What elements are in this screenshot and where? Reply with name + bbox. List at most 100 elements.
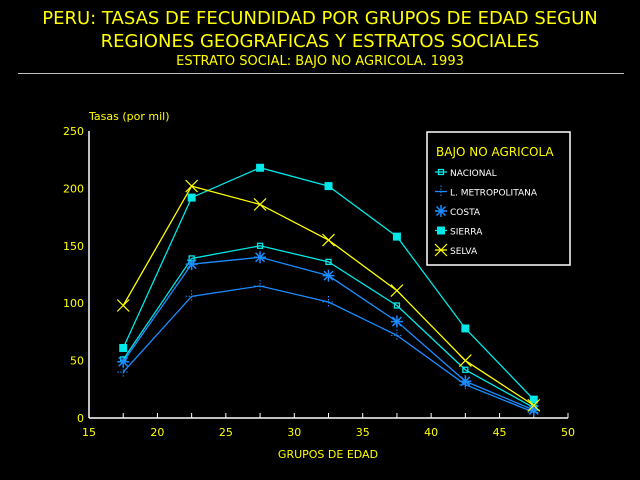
- series-sierra: [119, 163, 538, 404]
- marker-plus: [185, 290, 198, 303]
- y-tick-label: 0: [77, 412, 84, 425]
- marker-filled-square: [187, 193, 196, 202]
- marker-filled-square: [437, 226, 445, 235]
- x-tick-label: 35: [356, 426, 370, 439]
- legend-item-costa: COSTA: [435, 205, 481, 218]
- marker-open-square: [462, 366, 469, 373]
- marker-shape: [324, 182, 333, 191]
- marker-shape: [322, 233, 335, 247]
- marker-shape: [460, 376, 471, 387]
- series-costa: [117, 251, 540, 416]
- marker-shape: [185, 179, 199, 193]
- marker-star: [254, 251, 267, 264]
- marker-shape: [392, 232, 401, 241]
- legend-title: BAJO NO AGRICOLA: [436, 145, 554, 159]
- marker-star: [117, 355, 130, 368]
- x-tick-label: 45: [493, 426, 507, 439]
- marker-shape: [256, 163, 265, 172]
- legend-label: NACIONAL: [450, 169, 497, 179]
- x-axis-label: GRUPOS DE EDAD: [278, 448, 378, 461]
- marker-shape: [527, 398, 541, 412]
- marker-filled-square: [461, 324, 470, 333]
- title-divider: [18, 73, 624, 74]
- legend: BAJO NO AGRICOLA NACIONAL L. METROPOLITAN…: [426, 131, 571, 266]
- series-l-metropolitana: [117, 279, 540, 419]
- y-tick-label: 100: [63, 297, 84, 310]
- marker-plus: [254, 279, 267, 292]
- marker-open-square: [325, 258, 332, 266]
- marker-shape: [187, 193, 196, 202]
- legend-label: L. METROPOLITANA: [450, 189, 538, 199]
- marker-x: [116, 299, 130, 312]
- chart-subtitle: ESTRATO SOCIAL: BAJO NO AGRICOLA. 1993: [176, 54, 464, 69]
- chart-title-line2: REGIONES GEOGRAFICAS Y ESTRATOS SOCIALES: [100, 31, 540, 52]
- marker-filled-square: [324, 182, 333, 191]
- marker-plus: [390, 329, 403, 342]
- y-tick-label: 50: [70, 355, 84, 368]
- marker-open-square: [393, 302, 401, 309]
- legend-item-sierra: SIERRA: [435, 226, 483, 238]
- marker-x: [527, 398, 541, 412]
- x-tick-label: 25: [219, 426, 233, 439]
- chart-title: PERU: TASAS DE FECUNDIDAD POR GRUPOS DE …: [42, 8, 598, 29]
- marker-shape: [256, 242, 264, 249]
- marker-x: [434, 243, 448, 257]
- y-tick-label: 200: [63, 182, 84, 195]
- marker-shape: [390, 284, 404, 297]
- marker-star: [390, 315, 403, 328]
- y-axis-label: Tasas (por mil): [88, 110, 169, 123]
- marker-plus: [117, 366, 130, 379]
- marker-star: [435, 205, 447, 217]
- marker-shape: [325, 258, 332, 266]
- marker-shape: [253, 198, 267, 211]
- marker-filled-square: [529, 395, 538, 404]
- series-line-l-metropolitana: [122, 285, 535, 413]
- legend-item-nacional: NACIONAL: [435, 168, 497, 179]
- marker-x: [458, 354, 472, 368]
- marker-shape: [528, 404, 539, 415]
- series-selva: [116, 179, 541, 412]
- marker-shape: [323, 270, 334, 281]
- marker-shape: [437, 226, 445, 235]
- marker-filled-square: [256, 163, 265, 172]
- marker-shape: [255, 252, 266, 263]
- marker-shape: [393, 302, 401, 309]
- marker-star: [459, 375, 472, 388]
- marker-shape: [116, 299, 130, 312]
- y-tick-label: 250: [63, 125, 84, 138]
- marker-shape: [391, 316, 402, 327]
- marker-shape: [118, 356, 129, 367]
- marker-shape: [434, 243, 448, 257]
- legend-item-l-metropolitana: L. METROPOLITANA: [435, 185, 538, 199]
- marker-open-square: [256, 242, 264, 249]
- marker-x: [185, 179, 199, 193]
- marker-filled-square: [392, 232, 401, 241]
- legend-label: SELVA: [450, 247, 478, 257]
- marker-shape: [437, 168, 445, 176]
- legend-item-selva: SELVA: [434, 243, 478, 257]
- marker-star: [322, 269, 335, 282]
- marker-plus: [435, 185, 447, 198]
- marker-filled-square: [119, 343, 128, 352]
- marker-shape: [458, 354, 472, 368]
- x-tick-label: 30: [287, 426, 301, 439]
- legend-label: SIERRA: [450, 228, 483, 238]
- marker-shape: [461, 324, 470, 333]
- marker-x: [322, 233, 335, 247]
- legend-box: [426, 131, 571, 266]
- marker-x: [253, 198, 267, 211]
- x-tick-label: 15: [82, 426, 96, 439]
- marker-shape: [435, 205, 447, 217]
- x-tick-label: 20: [150, 426, 164, 439]
- legend-label: COSTA: [450, 208, 481, 218]
- marker-open-square: [437, 168, 445, 176]
- marker-x: [390, 284, 404, 297]
- x-tick-label: 50: [561, 426, 575, 439]
- marker-plus: [322, 296, 335, 309]
- marker-shape: [529, 395, 538, 404]
- marker-shape: [119, 343, 128, 352]
- x-tick-label: 40: [424, 426, 438, 439]
- marker-shape: [462, 366, 469, 373]
- y-tick-label: 150: [63, 240, 84, 253]
